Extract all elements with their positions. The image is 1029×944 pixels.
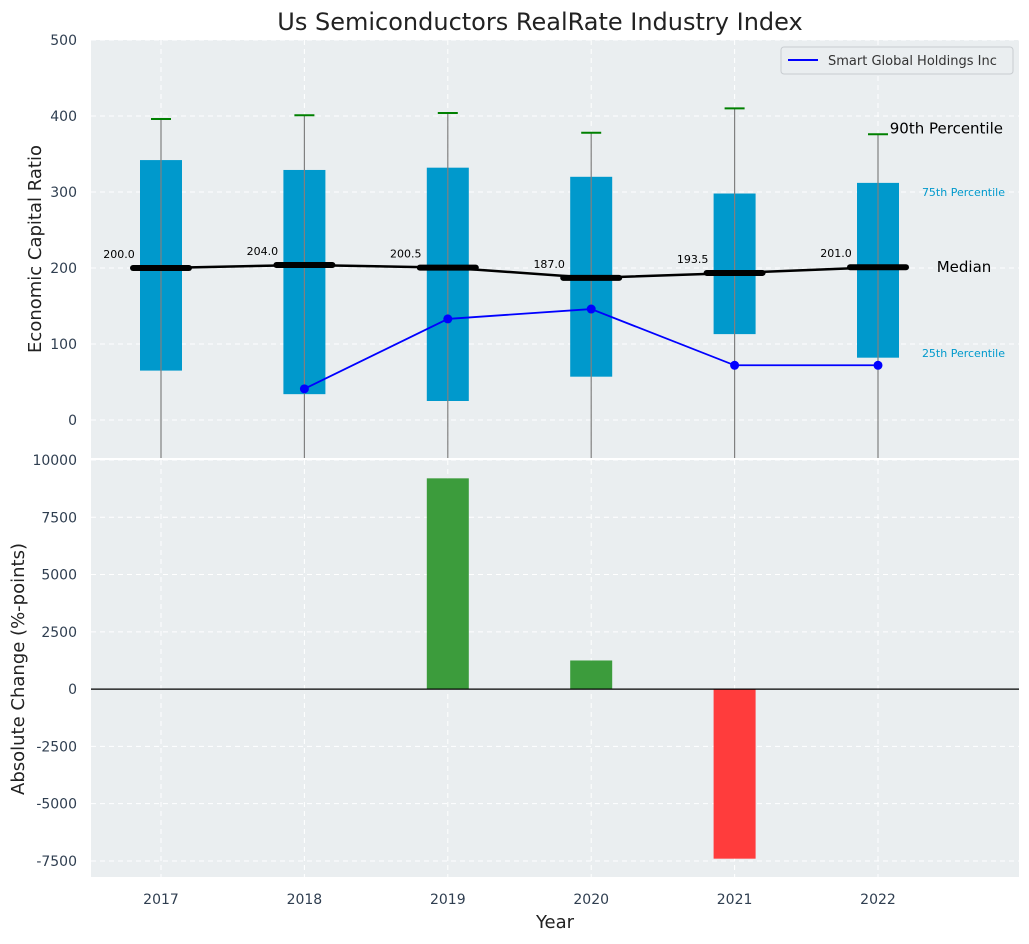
upper-y-tick-label: 500	[50, 33, 77, 49]
change-bar	[713, 689, 756, 859]
p75-annotation: 75th Percentile	[922, 186, 1005, 199]
x-tick-label: 2021	[717, 892, 753, 908]
median-value-label: 187.0	[533, 258, 565, 271]
lower-y-tick-label: 7500	[41, 510, 77, 526]
chart-title: Us Semiconductors RealRate Industry Inde…	[277, 8, 802, 36]
x-tick-label: 2020	[573, 892, 609, 908]
company-series-point	[586, 304, 596, 314]
x-tick-label: 2022	[860, 892, 896, 908]
lower-y-axis-label: Absolute Change (%-points)	[8, 543, 29, 795]
upper-y-tick-label: 200	[50, 261, 77, 277]
median-value-label: 193.5	[677, 253, 709, 266]
lower-y-tick-label: 2500	[41, 625, 77, 641]
lower-y-tick-label: -7500	[36, 854, 77, 870]
upper-y-tick-label: 400	[50, 109, 77, 125]
company-series-point	[873, 360, 883, 370]
legend-box	[780, 46, 1014, 75]
x-axis-label: Year	[535, 912, 575, 933]
upper-y-axis-label: Economic Capital Ratio	[25, 145, 46, 353]
change-bar	[570, 660, 613, 690]
median-annotation: Median	[937, 258, 992, 276]
lower-y-tick-label: 10000	[32, 453, 77, 469]
company-series-point	[443, 314, 453, 324]
upper-y-tick-label: 0	[68, 413, 77, 429]
median-value-label: 201.0	[820, 247, 852, 260]
median-value-label: 200.5	[390, 248, 422, 261]
p25-annotation: 25th Percentile	[922, 347, 1005, 360]
company-series-point	[730, 360, 740, 370]
lower-y-tick-label: 5000	[41, 568, 77, 584]
upper-y-tick-label: 300	[50, 185, 77, 201]
lower-y-tick-label: -5000	[36, 797, 77, 813]
lower-plot-background	[91, 460, 1019, 877]
lower-y-tick-label: 0	[68, 682, 77, 698]
lower-y-tick-label: -2500	[36, 739, 77, 755]
company-series-point	[299, 384, 309, 394]
median-value-label: 204.0	[247, 245, 279, 258]
legend-series-label: Smart Global Holdings Inc	[828, 54, 997, 69]
p90-annotation: 90th Percentile	[890, 119, 1003, 137]
upper-y-tick-label: 100	[50, 337, 77, 353]
change-bar	[426, 478, 469, 690]
x-tick-label: 2018	[287, 892, 323, 908]
x-tick-label: 2019	[430, 892, 466, 908]
x-tick-label: 2017	[143, 892, 179, 908]
median-value-label: 200.0	[103, 248, 135, 261]
